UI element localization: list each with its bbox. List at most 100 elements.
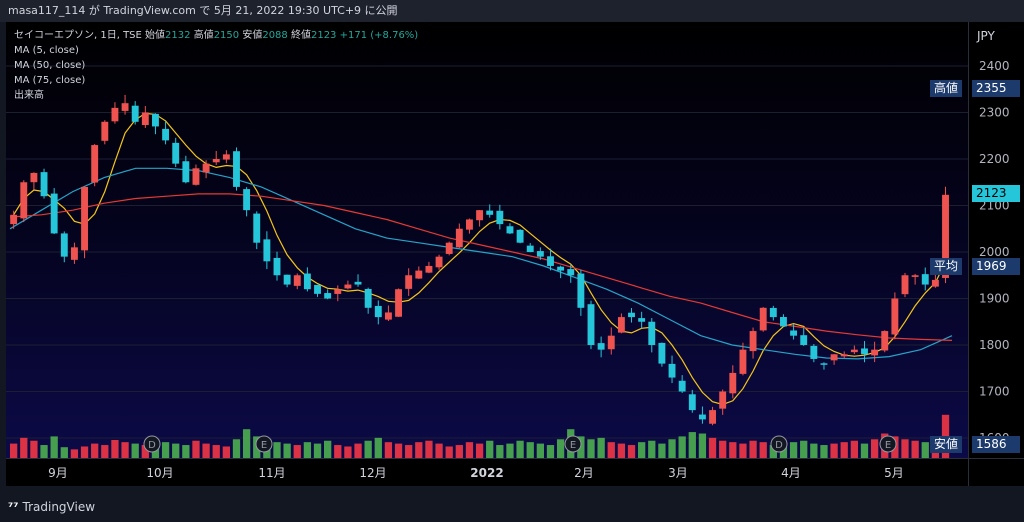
candle-body — [425, 265, 433, 273]
volume-bar — [20, 437, 28, 458]
tradingview-logo-icon: ⁷⁷ — [8, 500, 19, 514]
candle-body — [314, 284, 321, 294]
volume-bar — [354, 443, 362, 458]
candle-body — [617, 317, 625, 333]
volume-bar — [536, 443, 545, 458]
publish-caption-bar: masa117_114 が TradingView.com で 5月 21, 2… — [0, 0, 1024, 22]
volume-bar — [901, 439, 909, 458]
time-axis[interactable]: 9月 10月 11月 12月 2022 2月 3月 4月 5月 — [6, 458, 968, 487]
candle-body — [516, 229, 524, 243]
legend-ma5[interactable]: MA (5, close) — [14, 45, 79, 56]
candle-body — [476, 210, 484, 221]
candlesticks — [10, 94, 949, 426]
candle-body — [303, 273, 311, 290]
candle-body — [790, 330, 798, 336]
high-tag-value: 2355 — [972, 80, 1020, 97]
candle-body — [70, 247, 78, 260]
event-marker-label: E — [885, 440, 891, 451]
time-tick-label: 12月 — [359, 466, 386, 480]
chart-legend: セイコーエプソン, 1日, TSE 始値2132 高値2150 安値2088 終… — [14, 28, 418, 103]
price-tick-label: 1900 — [979, 292, 1010, 306]
candle-body — [344, 284, 352, 289]
volume-bar — [820, 445, 828, 458]
time-tick-label: 9月 — [48, 466, 68, 480]
low-tag-value: 1586 — [972, 436, 1020, 453]
average-tag-value: 1969 — [972, 258, 1020, 275]
candle-body — [759, 307, 767, 331]
candle-body — [698, 414, 706, 420]
average-tag-name: 平均 — [930, 258, 963, 275]
candle-body — [628, 312, 635, 318]
volume-bar — [374, 437, 382, 458]
candle-body — [881, 331, 889, 351]
legend-change: +171 (+8.76%) — [339, 30, 419, 41]
event-marker-circle — [879, 435, 897, 453]
currency-label: JPY — [976, 29, 996, 43]
candle-body — [364, 288, 372, 308]
candle-body — [324, 293, 332, 299]
volume-bar — [303, 442, 312, 458]
candle-body — [91, 145, 99, 183]
candle-body — [921, 274, 929, 285]
candle-body — [182, 161, 190, 183]
price-tick-label: 2000 — [979, 245, 1010, 259]
volume-bar — [131, 443, 139, 458]
legend-ma75[interactable]: MA (75, close) — [14, 75, 86, 86]
candle-body — [668, 363, 676, 378]
tradingview-logo[interactable]: ⁷⁷ TradingView — [8, 493, 95, 522]
volume-bar — [921, 442, 929, 458]
candle-body — [800, 335, 808, 345]
candle-body — [830, 354, 838, 361]
volume-bar — [232, 439, 241, 458]
candle-body — [719, 391, 727, 409]
legend-close: 2123 — [310, 30, 337, 41]
candle-body — [486, 210, 494, 215]
volume-bar — [30, 440, 38, 458]
candle-body — [658, 342, 666, 364]
volume-bar — [141, 445, 149, 458]
candle-body — [40, 172, 48, 197]
volume-bar — [465, 442, 474, 458]
volume-bar — [222, 446, 231, 458]
time-tick-label: 4月 — [781, 466, 801, 480]
candle-body — [395, 289, 402, 317]
volume-bar — [860, 443, 869, 458]
volume-bar — [496, 445, 504, 458]
legend-open-label: 始値 — [145, 30, 166, 41]
legend-volume[interactable]: 出来高 — [14, 90, 44, 101]
event-marker-e: E — [255, 435, 273, 453]
volume-bar — [556, 439, 565, 458]
volume-bar — [850, 440, 859, 458]
legend-ma50[interactable]: MA (50, close) — [14, 60, 86, 71]
time-tick-label: 2022 — [470, 466, 503, 480]
candle-body — [931, 279, 939, 287]
candle-body — [243, 189, 251, 211]
candle-body — [30, 172, 38, 183]
candle-body — [445, 242, 453, 254]
time-tick-label: 11月 — [258, 466, 285, 480]
candle-body — [354, 281, 362, 285]
event-marker-d: D — [143, 435, 161, 453]
candle-body — [20, 182, 28, 219]
volume-bar — [800, 440, 808, 458]
grid-lines — [6, 65, 968, 439]
candle-body — [810, 345, 818, 359]
candle-body — [648, 321, 656, 345]
candle-body — [283, 274, 291, 285]
candle-body — [891, 298, 899, 335]
volume-bar — [911, 440, 919, 458]
legend-open: 2132 — [165, 30, 191, 41]
event-marker-e: E — [879, 435, 897, 453]
legend-symbol: セイコーエプソン, 1日, TSE — [14, 30, 142, 41]
volume-bar — [394, 443, 403, 458]
event-marker-circle — [564, 435, 582, 453]
volume-bar — [708, 437, 717, 458]
price-tick-label: 2200 — [979, 152, 1010, 166]
event-marker-label: E — [261, 440, 267, 451]
volume-bar — [506, 443, 514, 458]
candle-body — [405, 275, 413, 289]
candle-body — [293, 275, 301, 286]
candle-body — [334, 289, 342, 294]
